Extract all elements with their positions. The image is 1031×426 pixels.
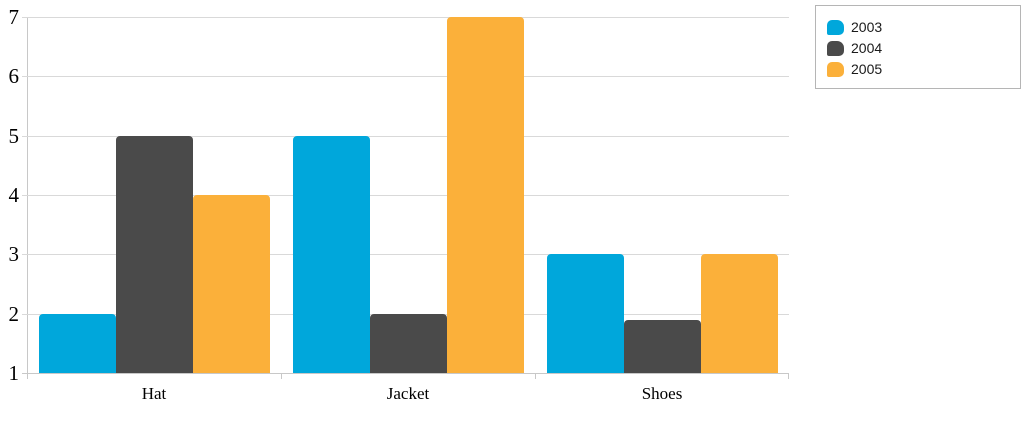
legend: 2003 2004 2005 [815, 5, 1021, 89]
x-axis-label-shoes: Shoes [641, 384, 683, 403]
bar-hat-2004[interactable] [115, 135, 193, 373]
legend-item-2005[interactable]: 2005 [827, 59, 1020, 80]
x-axis-tick-1 [281, 373, 282, 379]
gridline-3 [22, 254, 789, 256]
legend-swatch-2003 [827, 20, 844, 35]
y-axis-label-6: 6 [8, 64, 20, 89]
legend-item-2004[interactable]: 2004 [827, 38, 1020, 59]
bar-shoes-2004[interactable] [623, 319, 701, 373]
y-axis-label-2: 2 [8, 301, 20, 326]
bar-jacket-2004[interactable] [369, 313, 447, 373]
x-axis-label-hat: Hat [141, 384, 167, 403]
gridline-7 [22, 17, 789, 18]
x-axis-baseline [22, 373, 789, 374]
x-axis-tick-2 [535, 373, 536, 379]
legend-item-2003[interactable]: 2003 [827, 17, 1020, 38]
x-axis-label-jacket: Jacket [386, 384, 430, 403]
legend-swatch-2004 [827, 41, 844, 56]
bar-hat-2003[interactable] [38, 313, 116, 373]
legend-label-2005: 2005 [851, 61, 883, 77]
bar-shoes-2003[interactable] [546, 254, 624, 373]
bar-jacket-2003[interactable] [292, 135, 370, 373]
y-axis-label-7: 7 [8, 5, 20, 29]
bar-jacket-2005[interactable] [446, 17, 524, 373]
gridline-4 [22, 195, 789, 196]
gridline-6 [22, 76, 789, 78]
legend-swatch-2005 [827, 62, 844, 77]
y-axis-label-3: 3 [8, 242, 20, 267]
y-axis-label-4: 4 [8, 183, 20, 207]
x-axis-tick-3 [788, 373, 789, 379]
legend-label-2004: 2004 [851, 40, 883, 56]
bar-shoes-2005[interactable] [700, 254, 778, 373]
legend-label-2003: 2003 [851, 19, 883, 35]
gridline-5 [22, 135, 789, 137]
x-axis-tick-0 [27, 373, 28, 379]
bar-hat-2005[interactable] [192, 195, 270, 373]
y-axis-label-1: 1 [8, 361, 20, 385]
plot-area [22, 17, 789, 379]
y-axis-label-5: 5 [8, 123, 20, 148]
